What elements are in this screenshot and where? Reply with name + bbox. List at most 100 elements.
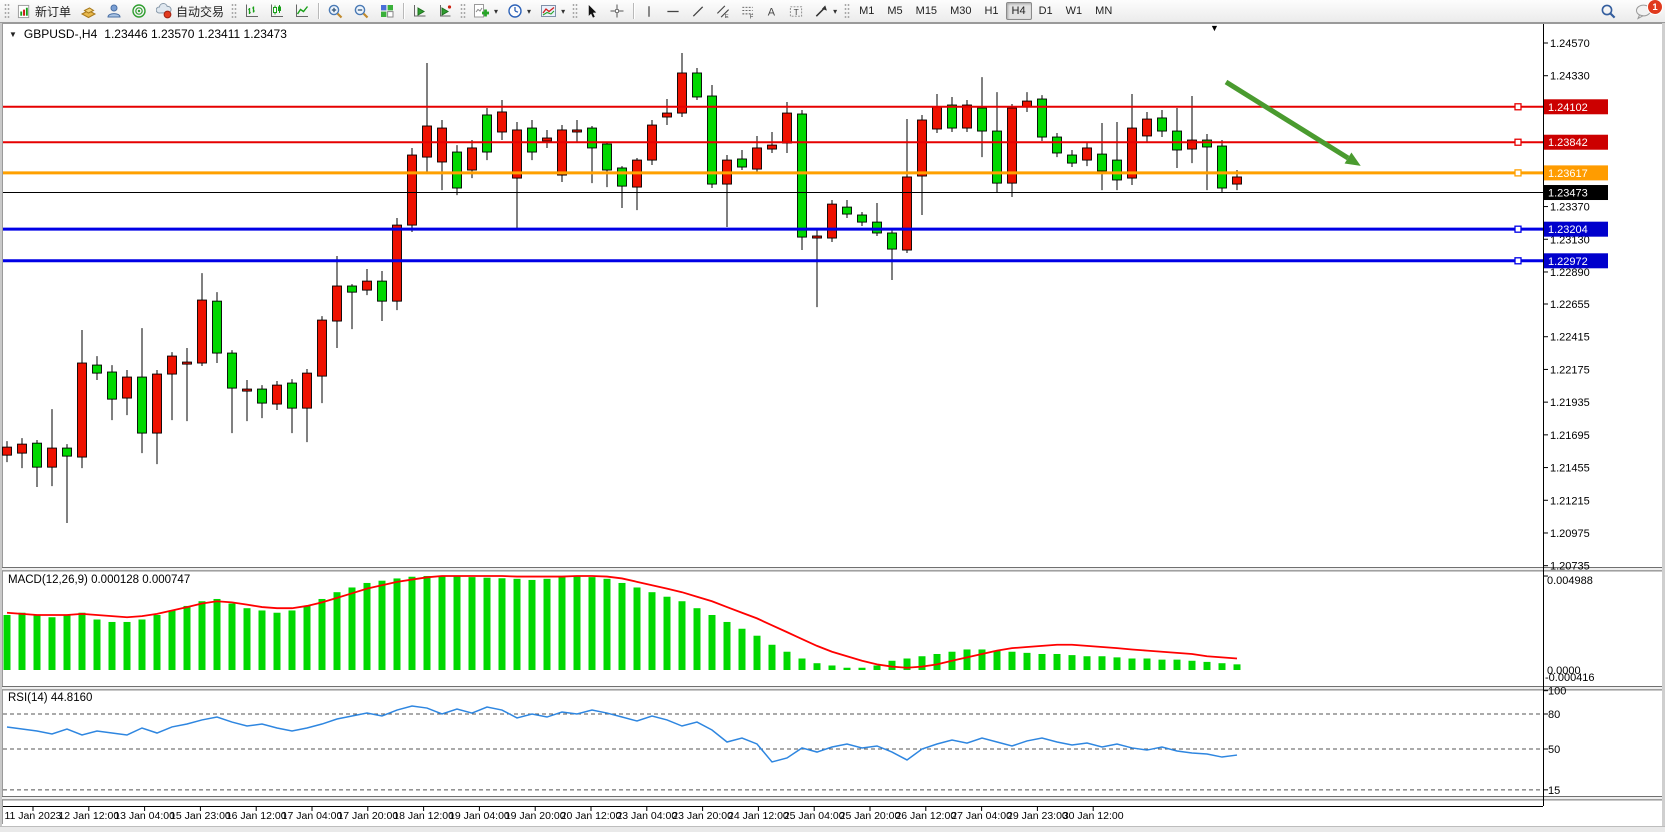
timeframe-m15-button[interactable]: M15 <box>915 5 938 17</box>
text-label-icon: T <box>788 4 804 19</box>
hlines-layer[interactable] <box>3 103 1543 265</box>
svg-text:15 Jan 23:00: 15 Jan 23:00 <box>170 810 231 822</box>
auto-scroll-icon <box>412 3 428 19</box>
trendline-button[interactable] <box>686 1 710 22</box>
profile-button[interactable] <box>102 1 126 22</box>
svg-text:1.22415: 1.22415 <box>1550 332 1590 344</box>
svg-text:17 Jan 04:00: 17 Jan 04:00 <box>282 810 343 822</box>
chart-ohlc-values: 1.23446 1.23570 1.23411 1.23473 <box>104 27 287 41</box>
svg-text:0.0000: 0.0000 <box>1547 665 1581 677</box>
svg-text:1.22972: 1.22972 <box>1548 256 1588 268</box>
cursor-button[interactable] <box>581 1 604 22</box>
signals-button[interactable] <box>127 1 151 22</box>
candlestick-chart-button[interactable] <box>265 1 289 22</box>
vertical-line-button[interactable] <box>638 1 660 22</box>
add-indicator-button[interactable]: ▾ <box>469 1 502 22</box>
zoom-out-button[interactable] <box>349 1 374 22</box>
macd-axis-labels: 0.004988 0.0000-0.000416 <box>1543 575 1595 684</box>
equidistant-channel-button[interactable]: E <box>711 1 735 22</box>
svg-text:26 Jan 12:00: 26 Jan 12:00 <box>895 810 956 822</box>
svg-text:80: 80 <box>1548 709 1560 721</box>
gold-ingot-icon <box>80 3 97 19</box>
svg-text:29 Jan 23:00: 29 Jan 23:00 <box>1007 810 1068 822</box>
search-icon <box>1600 3 1617 20</box>
timeframe-m5-button[interactable]: M5 <box>887 5 903 17</box>
zoom-in-button[interactable] <box>323 1 348 22</box>
auto-trading-label: 自动交易 <box>176 4 225 19</box>
notifications-button[interactable]: 1 <box>1630 0 1663 22</box>
svg-text:T: T <box>794 6 799 16</box>
svg-text:1.21935: 1.21935 <box>1550 397 1590 409</box>
svg-text:23 Jan 04:00: 23 Jan 04:00 <box>616 810 677 822</box>
add-indicator-icon <box>473 3 490 19</box>
macd-signal-line <box>6 575 1238 669</box>
toolbar-grip[interactable] <box>4 3 10 19</box>
toolbar-grip[interactable] <box>460 3 467 19</box>
line-chart-icon <box>294 3 310 19</box>
timeframe-d1-button[interactable]: D1 <box>1038 5 1053 17</box>
bar-chart-button[interactable] <box>240 1 264 22</box>
svg-text:1.21455: 1.21455 <box>1550 463 1590 475</box>
svg-text:19 Jan 20:00: 19 Jan 20:00 <box>505 810 566 822</box>
svg-text:20 Jan 12:00: 20 Jan 12:00 <box>561 810 622 822</box>
trend-arrow[interactable] <box>1224 79 1361 166</box>
chart-shift-icon <box>437 3 453 19</box>
rsi-axis-labels: 100 80 50 15 <box>1543 686 1566 797</box>
timeframe-m1-button[interactable]: M1 <box>859 5 875 17</box>
tile-windows-icon <box>379 3 395 19</box>
periods-button[interactable]: ▾ <box>503 1 535 22</box>
text-icon: A <box>765 4 779 19</box>
new-order-button[interactable]: 新订单 <box>13 1 75 22</box>
crosshair-button[interactable] <box>605 1 629 22</box>
chart-end-marker-icon[interactable]: ▼ <box>1210 23 1219 33</box>
svg-text:0.004988: 0.004988 <box>1547 575 1593 587</box>
svg-text:27 Jan 04:00: 27 Jan 04:00 <box>951 810 1012 822</box>
template-button[interactable]: ▾ <box>536 1 569 22</box>
search-button[interactable] <box>1596 1 1621 22</box>
timeframe-mn-button[interactable]: MN <box>1095 5 1113 17</box>
timeframe-w1-button[interactable]: W1 <box>1065 5 1083 17</box>
text-label-button[interactable]: T <box>784 1 808 22</box>
line-chart-button[interactable] <box>290 1 314 22</box>
timeframe-h1-button[interactable]: H1 <box>984 5 999 17</box>
candles-layer <box>2 52 1242 524</box>
cursor-arrow-icon <box>585 4 600 19</box>
window-right-edge <box>1662 23 1665 832</box>
tile-windows-button[interactable] <box>375 1 399 22</box>
chart-shift-button[interactable] <box>433 1 457 22</box>
toolbar-grip[interactable] <box>572 3 579 19</box>
svg-text:1.23473: 1.23473 <box>1548 188 1588 200</box>
chevron-down-icon: ▾ <box>527 6 532 16</box>
auto-trading-button[interactable]: 自动交易 <box>152 1 228 22</box>
window-left-edge <box>0 23 2 832</box>
macd-indicator-label: MACD(12,26,9) 0.000128 0.000747 <box>8 574 191 586</box>
horizontal-line-icon <box>665 4 681 19</box>
svg-text:1.22890: 1.22890 <box>1550 267 1590 279</box>
toolbar-grip[interactable] <box>231 3 238 19</box>
toolbar-separator <box>633 3 635 19</box>
timeframe-h4-button[interactable]: H4 <box>1005 2 1032 20</box>
fibonacci-button[interactable]: F <box>736 1 760 22</box>
chevron-down-icon: ▼ <box>9 29 17 39</box>
svg-text:100: 100 <box>1548 686 1566 698</box>
svg-text:1.23204: 1.23204 <box>1548 224 1588 236</box>
toolbar-grip[interactable] <box>844 3 851 19</box>
arrows-objects-button[interactable]: ▾ <box>809 1 841 22</box>
svg-text:16 Jan 12:00: 16 Jan 12:00 <box>226 810 287 822</box>
chevron-down-icon: ▾ <box>494 6 499 16</box>
svg-text:A: A <box>768 6 776 18</box>
timeframe-m30-button[interactable]: M30 <box>950 5 972 17</box>
new-order-icon <box>17 4 32 19</box>
horizontal-line-button[interactable] <box>661 1 685 22</box>
rsi-levels <box>3 713 1543 791</box>
gold-button[interactable] <box>76 1 101 22</box>
svg-text:15: 15 <box>1548 785 1560 797</box>
svg-text:11 Jan 2023: 11 Jan 2023 <box>4 810 61 822</box>
auto-scroll-button[interactable] <box>408 1 432 22</box>
svg-text:E: E <box>725 14 729 19</box>
text-button[interactable]: A <box>761 1 783 22</box>
new-order-label: 新订单 <box>35 4 72 19</box>
radar-icon <box>131 3 147 19</box>
